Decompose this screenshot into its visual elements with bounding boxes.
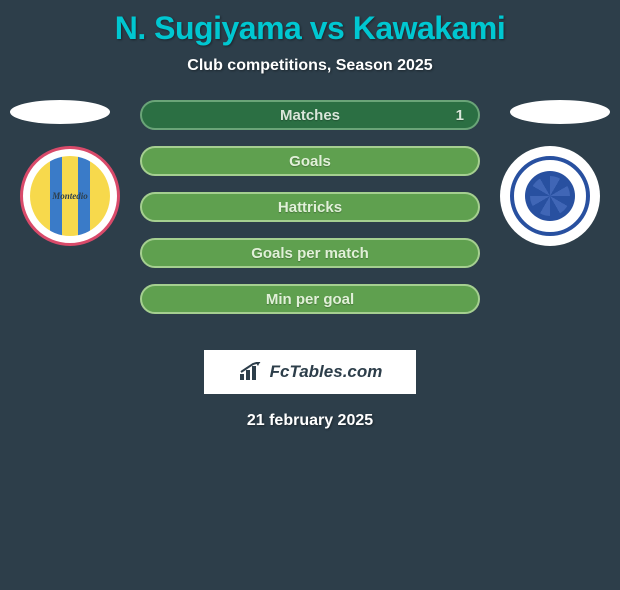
- stat-row: Matches 1: [140, 100, 480, 130]
- stats-list: Matches 1 Goals Hattricks Goals per match Min…: [140, 100, 480, 330]
- left-team-badge-inner: Montedio: [30, 156, 110, 236]
- stat-row: Min per goal: [140, 284, 480, 314]
- stat-label: Goals: [289, 153, 331, 170]
- page-title: N. Sugiyama vs Kawakami: [0, 10, 620, 47]
- stat-label: Matches: [280, 107, 340, 124]
- right-team-badge-inner: [510, 156, 590, 236]
- stat-row: Goals: [140, 146, 480, 176]
- branding-box: FcTables.com: [204, 350, 416, 394]
- stat-row: Hattricks: [140, 192, 480, 222]
- left-team-badge: Montedio: [20, 146, 120, 246]
- stat-label: Hattricks: [278, 199, 342, 216]
- comparison-area: Montedio Matches 1 Goals Hattricks Goals per…: [0, 100, 620, 330]
- chart-icon: [238, 362, 264, 382]
- branding-text: FcTables.com: [270, 362, 383, 382]
- date-label: 21 february 2025: [0, 412, 620, 430]
- left-team-small-oval: [10, 100, 110, 124]
- stat-right-value: 1: [456, 107, 464, 124]
- right-team-badge: [500, 146, 600, 246]
- stat-label: Goals per match: [251, 245, 369, 262]
- right-team-small-oval: [510, 100, 610, 124]
- page-subtitle: Club competitions, Season 2025: [0, 57, 620, 75]
- stat-row: Goals per match: [140, 238, 480, 268]
- stat-label: Min per goal: [266, 291, 354, 308]
- right-team-badge-core: [525, 171, 575, 221]
